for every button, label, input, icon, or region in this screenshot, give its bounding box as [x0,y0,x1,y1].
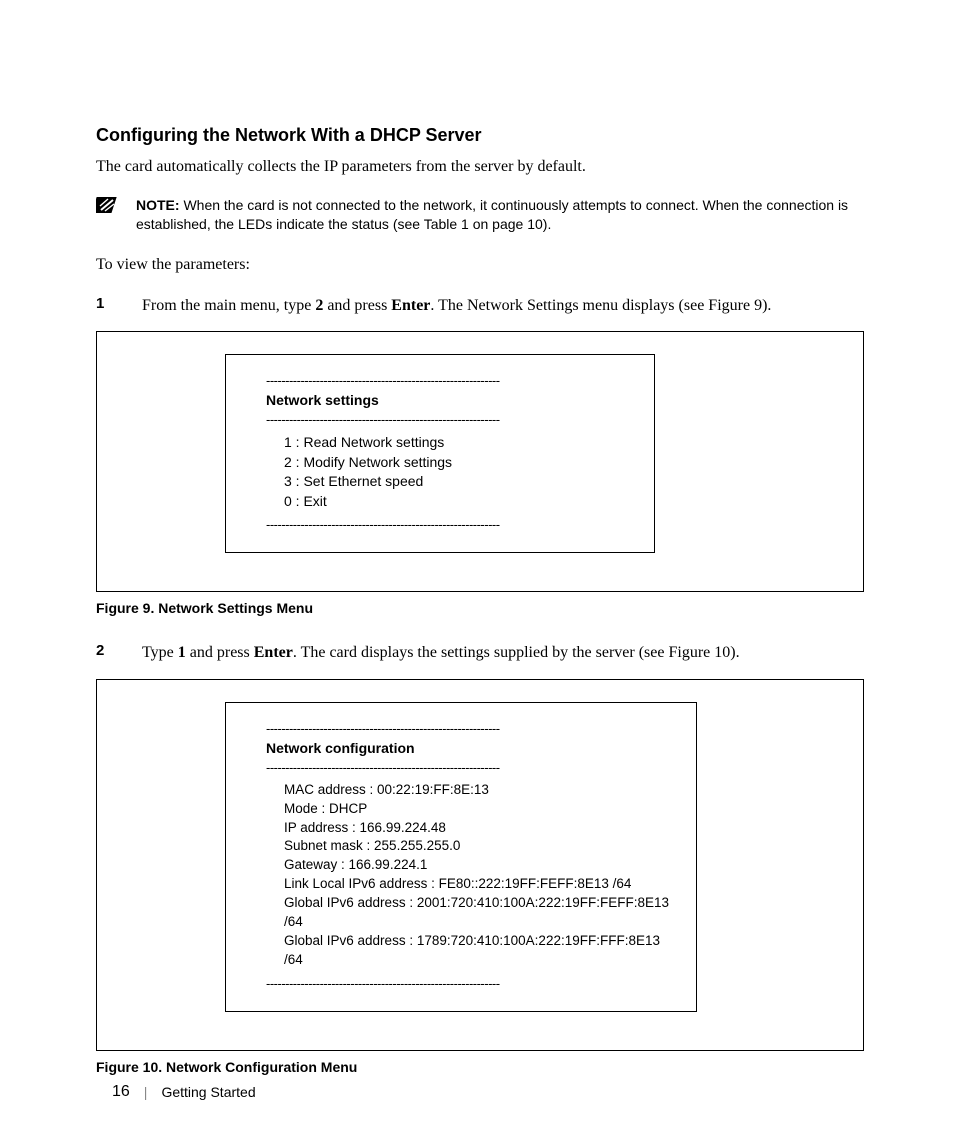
note-icon [96,196,124,216]
step-2-pre: Type [142,644,178,661]
dashes: ----------------------------------------… [266,517,614,532]
note-label: NOTE: [136,197,180,213]
network-configuration-title: Network configuration [266,736,676,760]
intro-paragraph: The card automatically collects the IP p… [96,156,864,178]
menu-item: Mode : DHCP [266,800,676,819]
note-body: When the card is not connected to the ne… [136,197,848,232]
paragraph-view-params: To view the parameters: [96,254,864,276]
menu-item: IP address : 166.99.224.48 [266,819,676,838]
menu-item: MAC address : 00:22:19:FF:8E:13 [266,781,676,800]
network-configuration-items: MAC address : 00:22:19:FF:8E:13 Mode : D… [266,775,676,976]
dashes: ----------------------------------------… [266,760,676,775]
section-heading: Configuring the Network With a DHCP Serv… [96,125,864,146]
dashes: ----------------------------------------… [266,976,676,991]
footer-divider: | [144,1084,148,1100]
figure-9-outer: ----------------------------------------… [96,331,864,592]
step-1-pre: From the main menu, type [142,297,315,314]
menu-item: Global IPv6 address : 2001:720:410:100A:… [266,894,676,932]
menu-item: 0 : Exit [266,492,614,512]
menu-item: Subnet mask : 255.255.255.0 [266,837,676,856]
step-2-content: Type 1 and press Enter. The card display… [142,642,740,664]
step-1: 1 From the main menu, type 2 and press E… [96,295,864,317]
dashes: ----------------------------------------… [266,412,614,427]
step-2-bold-1: 1 [178,644,186,661]
figure-9-caption: Figure 9. Network Settings Menu [96,600,864,616]
step-2-post: . The card displays the settings supplie… [293,644,740,661]
network-settings-items: 1 : Read Network settings 2 : Modify Net… [266,427,614,517]
menu-item: 2 : Modify Network settings [266,453,614,473]
dashes: ----------------------------------------… [266,373,614,388]
footer-section-name: Getting Started [161,1084,255,1100]
figure-10-caption: Figure 10. Network Configuration Menu [96,1059,864,1075]
step-1-bold-enter: Enter [391,297,430,314]
dashes: ----------------------------------------… [266,721,676,736]
page-footer: 16 | Getting Started [112,1083,256,1101]
note-text: NOTE: When the card is not connected to … [136,196,864,234]
step-2-mid: and press [186,644,254,661]
page-number: 16 [112,1083,130,1101]
menu-item: Global IPv6 address : 1789:720:410:100A:… [266,932,676,970]
step-2: 2 Type 1 and press Enter. The card displ… [96,642,864,664]
figure-10-outer: ----------------------------------------… [96,679,864,1051]
menu-item: Link Local IPv6 address : FE80::222:19FF… [266,875,676,894]
step-marker-2: 2 [96,642,108,659]
step-1-mid: and press [323,297,391,314]
menu-item: Gateway : 166.99.224.1 [266,856,676,875]
step-2-bold-enter: Enter [254,644,293,661]
menu-item: 1 : Read Network settings [266,433,614,453]
note-block: NOTE: When the card is not connected to … [96,196,864,234]
figure-10-inner: ----------------------------------------… [225,702,697,1012]
network-settings-title: Network settings [266,388,614,412]
step-1-post: . The Network Settings menu displays (se… [430,297,771,314]
menu-item: 3 : Set Ethernet speed [266,472,614,492]
step-marker-1: 1 [96,295,108,312]
step-1-content: From the main menu, type 2 and press Ent… [142,295,771,317]
figure-9-inner: ----------------------------------------… [225,354,655,553]
